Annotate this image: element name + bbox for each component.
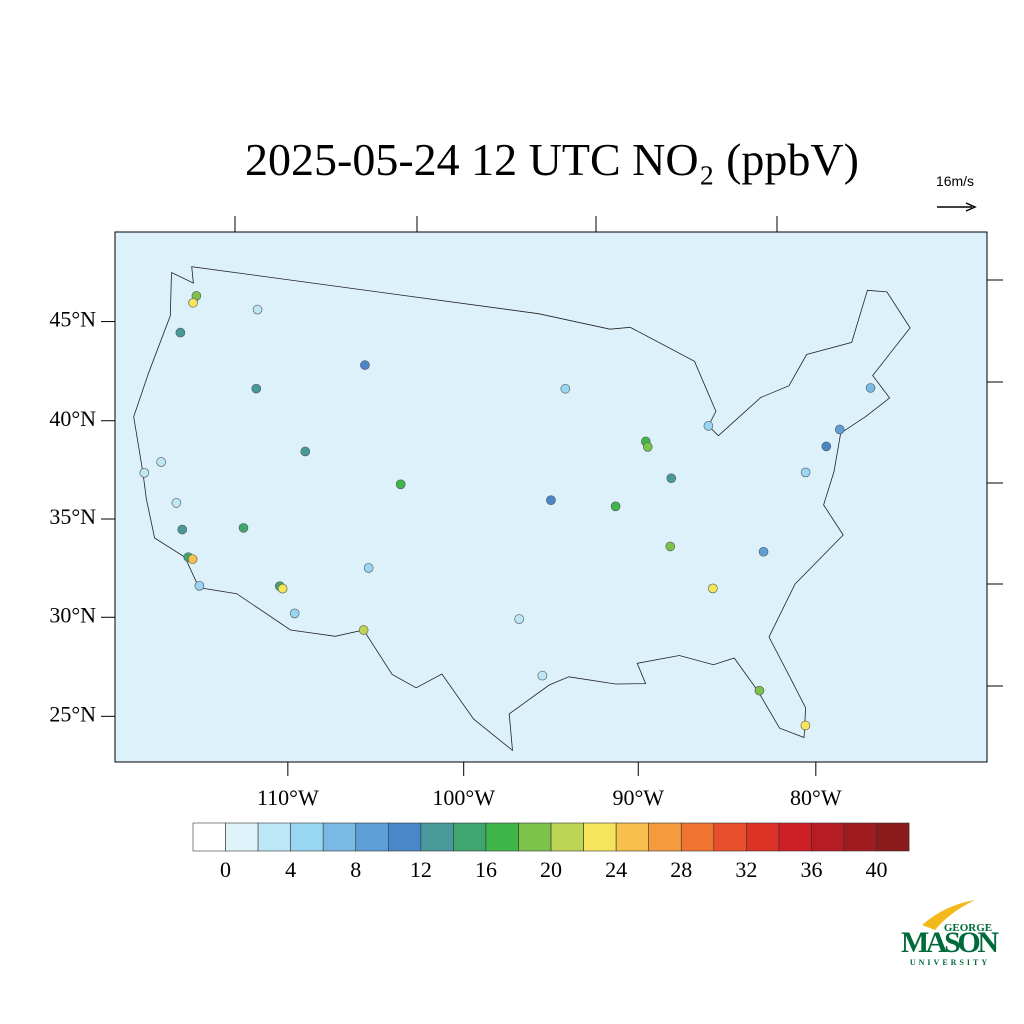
colorbar-box bbox=[453, 822, 487, 852]
colorbar-tick-label: 20 bbox=[540, 857, 562, 882]
station bbox=[289, 608, 300, 619]
colorbar-box bbox=[746, 822, 780, 852]
colorbar-box bbox=[387, 822, 422, 852]
station bbox=[610, 501, 621, 512]
colorbar-box bbox=[518, 822, 552, 852]
station bbox=[546, 495, 556, 505]
station bbox=[358, 625, 369, 635]
station bbox=[175, 327, 186, 338]
colorbar-box bbox=[811, 822, 845, 852]
station bbox=[800, 720, 811, 731]
x-tick-label: 110°W bbox=[257, 785, 319, 810]
colorbar-box bbox=[615, 822, 650, 852]
colorbar-box bbox=[843, 822, 877, 852]
station bbox=[758, 546, 769, 557]
colorbar-box bbox=[257, 822, 291, 852]
title: 2025-05-24 12 UTC NO₂ (ppbV) bbox=[245, 134, 859, 185]
vector-reference-head bbox=[965, 202, 977, 212]
y-tick-label: 40°N bbox=[49, 406, 96, 431]
station bbox=[252, 304, 263, 315]
station bbox=[560, 383, 571, 394]
colorbar-box bbox=[485, 822, 519, 852]
station bbox=[834, 424, 845, 435]
station bbox=[363, 563, 374, 573]
colorbar-tick-label: 16 bbox=[475, 857, 497, 882]
station bbox=[187, 554, 198, 564]
colorbar-box bbox=[420, 822, 454, 852]
colorbar-box bbox=[876, 822, 910, 852]
colorbar-tick-label: 40 bbox=[866, 857, 888, 882]
y-tick-label: 35°N bbox=[49, 504, 96, 529]
x-tick-label: 80°W bbox=[790, 785, 842, 810]
colorbar-tick-label: 4 bbox=[285, 857, 296, 882]
colorbar-box bbox=[648, 822, 682, 852]
map-frame bbox=[114, 231, 988, 763]
colorbar-box bbox=[778, 822, 812, 852]
station bbox=[277, 583, 288, 594]
station bbox=[171, 498, 182, 508]
colorbar-box bbox=[680, 822, 715, 852]
colorbar-box bbox=[583, 822, 617, 852]
colorbar-box bbox=[192, 822, 226, 852]
logo-top: GEORGE bbox=[944, 922, 992, 934]
y-tick-label: 25°N bbox=[49, 701, 96, 726]
colorbar-tick-label: 24 bbox=[605, 857, 627, 882]
station bbox=[708, 583, 718, 594]
vector-reference-label: 16m/s bbox=[936, 173, 974, 189]
coastline bbox=[133, 266, 911, 752]
station bbox=[642, 442, 653, 452]
x-tick-label: 100°W bbox=[432, 785, 495, 810]
logo-main: MASON bbox=[901, 926, 999, 959]
station bbox=[514, 614, 524, 624]
colorbar-tick-label: 32 bbox=[735, 857, 757, 882]
colorbar-box bbox=[290, 822, 324, 852]
colorbar-box bbox=[322, 822, 357, 852]
station bbox=[754, 685, 765, 696]
colorbar-tick-label: 28 bbox=[670, 857, 692, 882]
station bbox=[537, 670, 548, 681]
station bbox=[194, 581, 205, 591]
colorbar-tick-label: 0 bbox=[220, 857, 231, 882]
station bbox=[666, 473, 677, 484]
colorbar-tick-label: 8 bbox=[350, 857, 361, 882]
map-layer bbox=[133, 266, 911, 752]
colorbar-box bbox=[225, 822, 259, 852]
station bbox=[177, 524, 188, 535]
y-tick-label: 45°N bbox=[49, 307, 96, 332]
station bbox=[703, 421, 714, 431]
station bbox=[821, 441, 832, 452]
station bbox=[360, 360, 370, 370]
frame-ticks bbox=[234, 216, 1003, 687]
station bbox=[139, 467, 150, 478]
colorbar-box bbox=[550, 822, 584, 852]
station bbox=[300, 446, 311, 457]
logo-bottom: UNIVERSITY bbox=[910, 958, 990, 967]
station bbox=[800, 467, 811, 478]
station bbox=[665, 541, 676, 552]
station bbox=[865, 383, 876, 393]
colorbar-tick-label: 36 bbox=[800, 857, 822, 882]
station bbox=[188, 297, 198, 308]
station bbox=[395, 479, 406, 490]
x-tick-label: 90°W bbox=[612, 785, 664, 810]
colorbar-box bbox=[713, 822, 747, 852]
colorbar-box bbox=[355, 822, 389, 852]
logo-swoosh bbox=[922, 900, 975, 930]
station bbox=[156, 457, 166, 467]
station bbox=[238, 523, 249, 533]
station bbox=[251, 383, 262, 394]
y-tick-label: 30°N bbox=[49, 602, 96, 627]
colorbar-tick-label: 12 bbox=[410, 857, 432, 882]
